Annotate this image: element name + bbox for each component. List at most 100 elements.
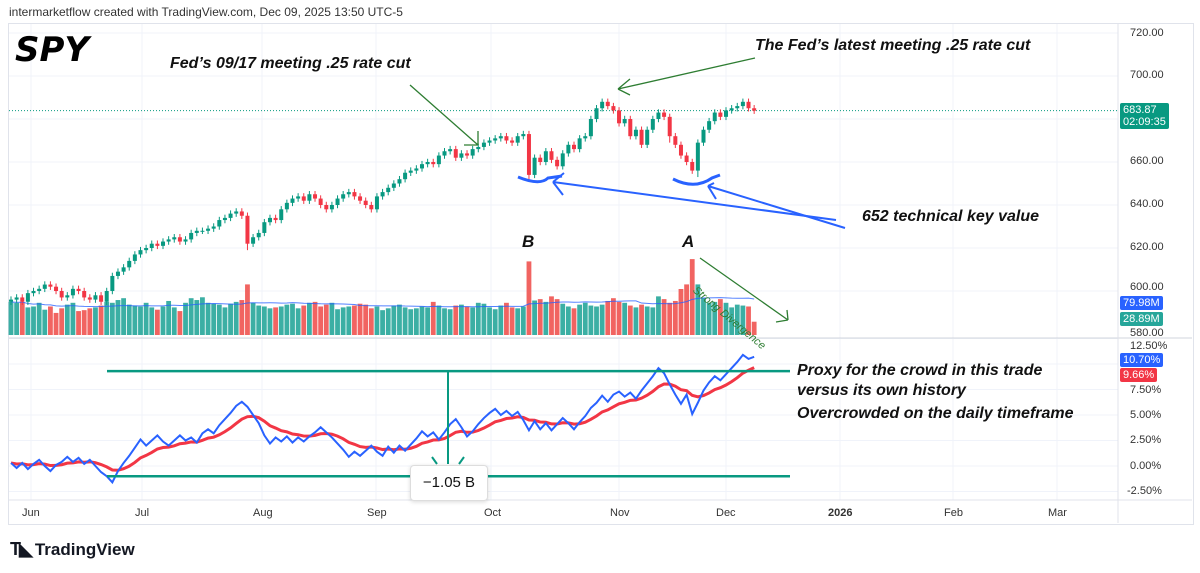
candle-body xyxy=(470,149,475,156)
volume-bar xyxy=(442,308,447,335)
candle-body xyxy=(684,155,689,162)
volume-bar xyxy=(138,306,143,335)
candle-body xyxy=(560,153,565,167)
annotation-fed-latest: The Fed’s latest meeting .25 rate cut xyxy=(755,37,1031,54)
volume-bar xyxy=(273,307,279,335)
candle-body xyxy=(577,138,582,150)
time-tick: Nov xyxy=(610,507,630,519)
annotation-proxy-3: Overcrowded on the daily timeframe xyxy=(797,405,1074,422)
candle-body xyxy=(37,288,42,291)
candle-body xyxy=(20,297,25,302)
volume-bar xyxy=(729,307,735,335)
candle-body xyxy=(436,155,441,165)
candle-body xyxy=(538,157,543,162)
candle-body xyxy=(313,194,318,199)
volume-bar xyxy=(436,305,442,335)
candle-body xyxy=(572,144,576,150)
candle-body xyxy=(245,215,250,244)
volume-bar xyxy=(594,306,599,335)
volume-bar xyxy=(672,300,678,335)
volume-bar xyxy=(154,309,160,335)
label-b: B xyxy=(522,232,535,251)
volume-bar xyxy=(644,306,650,335)
volume-bar xyxy=(481,303,487,335)
volume-bar xyxy=(352,305,357,335)
price-tick: 620.00 xyxy=(1130,241,1164,253)
volume-bar xyxy=(470,307,476,335)
candle-body xyxy=(549,151,554,160)
candle-body xyxy=(678,144,683,156)
volume-bar xyxy=(323,304,329,335)
volume-bar xyxy=(537,299,543,335)
candle-body xyxy=(341,194,346,199)
bar-countdown: 02:09:35 xyxy=(1123,116,1166,128)
candle-body xyxy=(707,121,712,130)
indicator-tick: 0.00% xyxy=(1130,460,1162,472)
volume-bar xyxy=(59,308,65,335)
indicator-tick: 5.00% xyxy=(1130,409,1162,421)
candle-body xyxy=(690,162,695,171)
candle-body xyxy=(588,119,593,137)
candle-body xyxy=(65,295,70,298)
volume-bar xyxy=(183,302,188,335)
volume-bar xyxy=(306,302,312,335)
volume-bar xyxy=(678,289,684,335)
candle-body xyxy=(498,136,503,139)
price-tick: 720.00 xyxy=(1130,27,1164,39)
volume-bar xyxy=(627,305,633,335)
candle-body xyxy=(380,192,385,197)
volume-bar xyxy=(391,305,397,335)
volume-bar xyxy=(14,302,20,335)
candle-body xyxy=(82,291,87,298)
volume-bar xyxy=(656,296,661,335)
candle-body xyxy=(307,194,312,201)
volume-bar xyxy=(492,309,498,335)
annotation-proxy-2: versus its own history xyxy=(797,382,966,399)
volume-bar xyxy=(267,308,273,335)
volume-bar xyxy=(200,297,205,335)
candle-body xyxy=(605,101,610,107)
volume-bar xyxy=(278,306,284,335)
candle-body xyxy=(555,159,560,167)
candle-body xyxy=(239,211,244,216)
time-tick: Jun xyxy=(22,507,40,519)
candle-body xyxy=(662,112,667,117)
candle-body xyxy=(290,198,295,203)
annotation-fed-0917: Fed’s 09/17 meeting .25 rate cut xyxy=(170,55,411,72)
candle-body xyxy=(228,213,233,218)
volume-bar xyxy=(577,304,583,335)
candle-body xyxy=(425,162,430,165)
volume-bar xyxy=(397,304,402,335)
chart-frame xyxy=(8,23,1194,525)
candle-body xyxy=(397,179,402,184)
volume-bar xyxy=(622,302,628,335)
volume-bar xyxy=(611,298,616,335)
volume-bar xyxy=(36,302,42,335)
volume-bar xyxy=(554,299,560,335)
arrow-fed-0917 xyxy=(409,84,479,146)
candle-body xyxy=(217,220,222,227)
candle-body xyxy=(104,291,109,302)
candle-body xyxy=(746,101,751,109)
tradingview-logo-icon: T◣ xyxy=(10,539,33,559)
volume-bar xyxy=(216,304,222,335)
volume-bar xyxy=(295,308,301,335)
volume-bar xyxy=(329,302,335,335)
last-price-tag: 683.87 02:09:35 xyxy=(1120,103,1169,129)
volume-bar xyxy=(205,302,211,335)
candle-body xyxy=(9,299,13,302)
volume-bar xyxy=(284,304,290,335)
volume-bar xyxy=(81,310,87,335)
volume-ma-line xyxy=(10,297,755,308)
volume-bar xyxy=(93,307,98,335)
candle-body xyxy=(526,134,531,175)
candle-body xyxy=(448,149,453,152)
time-tick: Jul xyxy=(135,507,150,519)
candle-body xyxy=(211,226,216,229)
candle-body xyxy=(718,112,723,117)
last-price: 683.87 xyxy=(1123,104,1157,116)
volume-bar xyxy=(98,305,104,335)
volume-bar xyxy=(385,308,391,335)
indicator-red-line xyxy=(10,366,755,472)
